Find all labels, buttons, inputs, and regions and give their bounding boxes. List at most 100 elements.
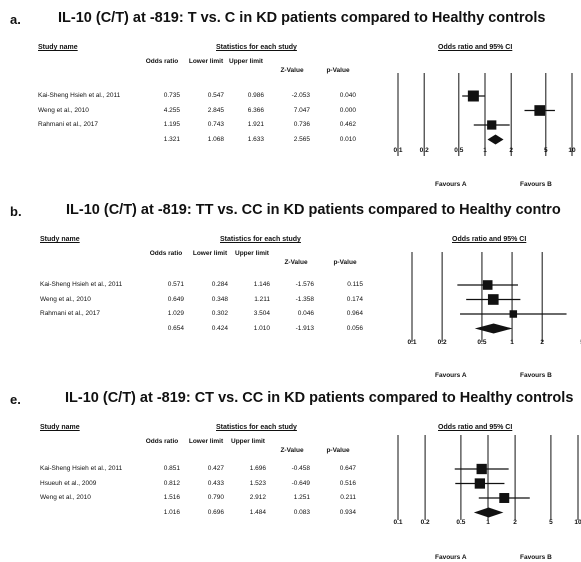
cell-lower: 0.743 bbox=[207, 121, 224, 128]
summary-cell-lower: 0.424 bbox=[211, 324, 228, 332]
column-header: Odds ratio bbox=[145, 438, 179, 445]
summary-diamond bbox=[487, 134, 504, 145]
cell-or: 1.029 bbox=[167, 310, 184, 317]
cell-lower: 0.427 bbox=[207, 465, 224, 472]
cell-upper: 6.366 bbox=[247, 106, 264, 114]
column-header: Upper limit bbox=[229, 58, 263, 65]
stats-group-header: Statistics for each study bbox=[216, 44, 297, 51]
cell-lower: 0.348 bbox=[211, 295, 228, 303]
x-tick-label: 10 bbox=[568, 147, 576, 154]
panel-label: b. bbox=[10, 204, 22, 219]
forest-plot-panel: e. IL-10 (C/T) at -819: CT vs. CC in KD p… bbox=[0, 380, 581, 562]
cell-z: -1.358 bbox=[295, 295, 314, 303]
cell-z: -0.649 bbox=[291, 479, 310, 487]
cell-z: 1.251 bbox=[293, 494, 310, 501]
x-tick-label: 5 bbox=[549, 519, 553, 526]
column-header: p-Value bbox=[326, 67, 350, 74]
x-tick-label: 0.5 bbox=[477, 339, 486, 346]
column-header: p-Value bbox=[326, 447, 350, 454]
favours-right-label: Favours B bbox=[520, 372, 552, 379]
summary-cell-lower: 1.068 bbox=[207, 135, 224, 143]
cell-or: 0.851 bbox=[163, 465, 180, 472]
cell-upper: 1.921 bbox=[247, 121, 264, 128]
cell-lower: 0.302 bbox=[211, 310, 228, 317]
summary-cell-z: 2.565 bbox=[293, 135, 310, 143]
cell-or: 0.812 bbox=[163, 479, 180, 487]
forest-plot-svg: 0.1 0.2 0.5 1 2 5 10 bbox=[393, 73, 576, 156]
cell-upper: 1.146 bbox=[253, 281, 270, 288]
point-estimate bbox=[534, 105, 546, 116]
cell-or: 4.255 bbox=[163, 106, 180, 114]
forest-plot-svg: 0.1 0.2 0.5 1 2 5 10 bbox=[393, 435, 581, 526]
x-tick-label: 1 bbox=[510, 339, 514, 346]
plot-title-header: Odds ratio and 95% CI bbox=[438, 44, 513, 51]
column-header: Z-Value bbox=[280, 67, 304, 74]
panel-title: IL-10 (C/T) at -819: CT vs. CC in KD pat… bbox=[65, 390, 574, 406]
column-header: Odds ratio bbox=[149, 250, 183, 257]
column-header: Upper limit bbox=[231, 438, 265, 445]
favours-right-label: Favours B bbox=[520, 554, 552, 561]
forest-plot-panel: b. IL-10 (C/T) at -819: TT vs. CC in KD p… bbox=[0, 192, 581, 382]
summary-cell-p: 0.056 bbox=[346, 324, 363, 332]
summary-cell-p: 0.010 bbox=[339, 135, 356, 143]
summary-diamond bbox=[474, 323, 513, 334]
panel-label: a. bbox=[10, 12, 21, 27]
column-header: Lower limit bbox=[192, 250, 228, 257]
summary-cell-z: -1.913 bbox=[295, 324, 314, 332]
cell-z: -1.576 bbox=[295, 281, 314, 288]
x-tick-label: 10 bbox=[574, 519, 581, 526]
cell-p: 0.040 bbox=[339, 92, 356, 99]
column-header: Z-Value bbox=[280, 447, 304, 454]
summary-cell-upper: 1.010 bbox=[253, 324, 270, 332]
cell-or: 0.649 bbox=[167, 295, 184, 303]
panel-title: IL-10 (C/T) at -819: T vs. C in KD patie… bbox=[58, 10, 546, 26]
summary-cell-p: 0.934 bbox=[339, 508, 356, 516]
cell-p: 0.211 bbox=[340, 494, 356, 501]
cell-z: 0.736 bbox=[293, 121, 310, 128]
study-name-header: Study name bbox=[40, 424, 80, 431]
cell-p: 0.174 bbox=[346, 295, 363, 303]
favours-right-label: Favours B bbox=[520, 181, 552, 188]
point-estimate bbox=[509, 310, 518, 318]
cell-upper: 1.523 bbox=[249, 479, 266, 487]
plot-title-header: Odds ratio and 95% CI bbox=[438, 424, 513, 431]
x-tick-label: 2 bbox=[513, 519, 517, 526]
cell-lower: 0.790 bbox=[207, 494, 224, 501]
plot-title-header: Odds ratio and 95% CI bbox=[452, 236, 527, 243]
panel-label: e. bbox=[10, 392, 21, 407]
cell-upper: 1.696 bbox=[249, 465, 266, 472]
study-name-header: Study name bbox=[40, 236, 80, 243]
cell-lower: 0.433 bbox=[207, 479, 224, 487]
x-tick-label: 1 bbox=[483, 147, 487, 154]
cell-upper: 2.912 bbox=[249, 494, 266, 501]
cell-z: 0.046 bbox=[297, 310, 314, 317]
summary-cell-or: 0.654 bbox=[167, 324, 184, 332]
stats-group-header: Statistics for each study bbox=[220, 236, 301, 243]
summary-cell-upper: 1.633 bbox=[247, 135, 264, 143]
cell-p: 0.964 bbox=[346, 310, 363, 317]
column-header: p-Value bbox=[333, 259, 357, 266]
point-estimate bbox=[467, 90, 479, 102]
study-name: Rahmani et al., 2017 bbox=[38, 121, 98, 128]
cell-or: 1.195 bbox=[163, 121, 180, 128]
x-tick-label: 0.2 bbox=[421, 519, 430, 526]
column-header: Lower limit bbox=[188, 438, 224, 445]
study-name: Hsueuh et al., 2009 bbox=[40, 479, 97, 487]
study-name: Rahmani et al., 2017 bbox=[40, 310, 100, 317]
x-tick-label: 0.5 bbox=[456, 519, 465, 526]
study-name: Weng et al., 2010 bbox=[40, 295, 91, 303]
forest-plot-panel: a. IL-10 (C/T) at -819: T vs. C in KD pat… bbox=[0, 0, 581, 190]
cell-or: 0.571 bbox=[167, 281, 184, 288]
cell-lower: 0.284 bbox=[211, 281, 228, 288]
x-tick-label: 2 bbox=[509, 147, 513, 154]
column-header: Odds ratio bbox=[145, 58, 179, 65]
summary-cell-or: 1.016 bbox=[163, 508, 180, 516]
point-estimate bbox=[499, 493, 510, 503]
cell-z: -2.053 bbox=[291, 92, 310, 99]
cell-upper: 0.986 bbox=[247, 92, 264, 99]
x-tick-label: 0.2 bbox=[420, 147, 429, 154]
stats-group-header: Statistics for each study bbox=[216, 424, 297, 431]
study-name-header: Study name bbox=[38, 44, 78, 51]
